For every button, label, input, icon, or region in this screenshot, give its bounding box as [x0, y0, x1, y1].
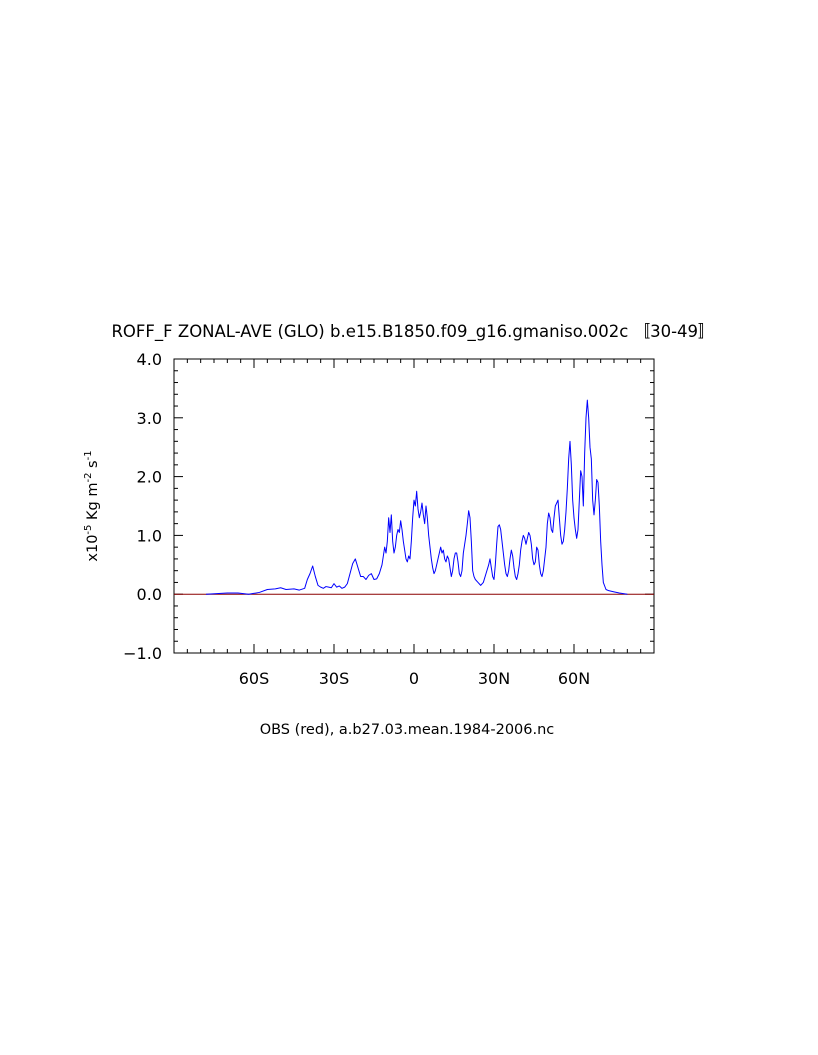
x-tick-label: 30S [319, 669, 350, 688]
y-axis-label: x10-5 Kg m-2 s-1 [83, 450, 101, 561]
y-tick-label: 2.0 [137, 468, 162, 487]
chart-title: ROFF_F ZONAL-AVE (GLO) b.e15.B1850.f09_g… [111, 322, 714, 342]
x-tick-label: 60N [558, 669, 590, 688]
x-axis-label: OBS (red), a.b27.03.mean.1984-2006.nc [260, 722, 555, 738]
y-tick-label: 4.0 [137, 350, 162, 369]
x-tick-label: 30N [478, 669, 510, 688]
y-tick-label: 3.0 [137, 409, 162, 428]
y-tick-label: 0.0 [137, 585, 162, 604]
x-tick-label: 60S [239, 669, 270, 688]
series-line [205, 399, 628, 595]
y-tick-label: 1.0 [137, 526, 162, 545]
plot-area: 60S 30S 0 30N 60N −1.0 0.0 1.0 2.0 3.0 4.0 [123, 350, 655, 688]
y-tick-label: −1.0 [123, 644, 162, 663]
x-tick-label: 0 [409, 669, 419, 688]
